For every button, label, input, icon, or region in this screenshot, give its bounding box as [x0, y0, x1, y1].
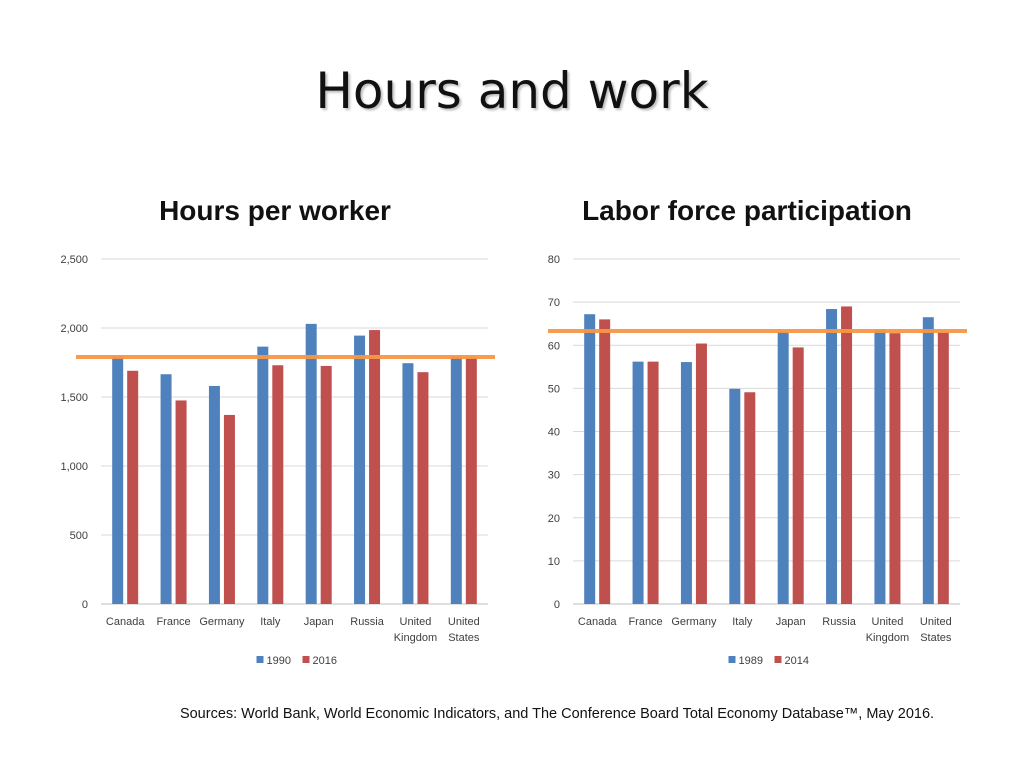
bar-2016 — [417, 372, 429, 604]
x-tick-label: Italy — [260, 616, 281, 628]
y-tick-label: 1,000 — [60, 461, 88, 473]
bar-1989 — [632, 361, 644, 604]
bar-2016 — [223, 414, 235, 604]
bar-2016 — [175, 400, 187, 604]
hours-per-worker-chart: 0 500 1,000 1,500 2,000 2,500 Canada France Germ… — [60, 254, 495, 667]
y-tick-label: 0 — [554, 599, 560, 611]
bar-2014 — [792, 347, 804, 604]
x-tick-label: United — [400, 616, 432, 628]
sources-note: Sources: World Bank, World Economic Indi… — [179, 706, 935, 722]
x-tick-label: Canada — [106, 616, 145, 628]
x-tick-label: Germany — [671, 616, 717, 628]
x-tick-label: Japan — [304, 616, 334, 628]
x-tick-label: United — [872, 616, 904, 628]
x-tick-label: United — [920, 616, 952, 628]
x-tick-label: Japan — [776, 616, 806, 628]
bar-2014 — [647, 361, 659, 604]
bar-1990 — [208, 385, 220, 604]
y-tick-label: 50 — [548, 383, 560, 395]
x-tick-label: France — [156, 616, 190, 628]
bar-1990 — [402, 363, 414, 604]
bar-1989 — [922, 317, 934, 604]
chart-title: Hours per worker — [159, 195, 391, 226]
bar-1990 — [305, 323, 317, 604]
bar-1990 — [112, 356, 124, 604]
bar-2014 — [841, 306, 853, 604]
bar-2016 — [369, 330, 381, 604]
legend-label: 2014 — [785, 655, 809, 667]
bar-2014 — [695, 343, 707, 604]
legend-swatch — [302, 656, 310, 663]
y-tick-label: 20 — [548, 513, 560, 525]
x-tick-label: United — [448, 616, 480, 628]
legend-swatch — [774, 656, 782, 663]
slide-title: Hours and work — [315, 62, 709, 120]
bar-1989 — [729, 388, 741, 604]
x-tick-label: Canada — [578, 616, 617, 628]
chart-title: Labor force participation — [582, 195, 912, 226]
bar-2014 — [889, 333, 901, 604]
hours-per-worker-panel: Hours per worker 0 500 1,000 1,500 2,000 2,50… — [40, 195, 510, 685]
bar-2016 — [320, 365, 332, 604]
y-tick-label: 2,000 — [60, 323, 88, 335]
y-tick-label: 2,500 — [60, 254, 88, 266]
bar-1989 — [874, 329, 886, 604]
bar-1990 — [257, 346, 269, 604]
y-tick-label: 60 — [548, 340, 560, 352]
x-tick-label: Russia — [822, 616, 857, 628]
bar-2014 — [599, 319, 611, 604]
y-tick-label: 30 — [548, 470, 560, 482]
x-tick-label: France — [628, 616, 662, 628]
y-tick-label: 80 — [548, 254, 560, 266]
x-tick-label: States — [448, 632, 480, 644]
bar-1990 — [354, 335, 366, 604]
bar-1989 — [777, 331, 789, 604]
x-tick-label: Russia — [350, 616, 385, 628]
bar-2016 — [127, 370, 139, 604]
bar-1989 — [826, 309, 838, 604]
bar-2016 — [465, 357, 477, 604]
y-tick-label: 0 — [82, 599, 88, 611]
legend-swatch — [728, 656, 736, 663]
labor-force-participation-panel: Labor force participation 0 10 20 30 40 50 60 7… — [512, 195, 982, 685]
bar-1990 — [450, 356, 462, 604]
x-tick-label: Kingdom — [394, 632, 437, 644]
y-tick-label: 1,500 — [60, 392, 88, 404]
bar-2016 — [272, 365, 284, 604]
bar-1989 — [584, 314, 596, 604]
bar-2014 — [937, 332, 949, 604]
x-tick-label: Kingdom — [866, 632, 909, 644]
x-tick-label: Germany — [199, 616, 245, 628]
y-tick-label: 500 — [70, 530, 88, 542]
bar-1990 — [160, 374, 172, 604]
legend-label: 1989 — [739, 655, 763, 667]
y-tick-label: 70 — [548, 297, 560, 309]
y-tick-label: 10 — [548, 556, 560, 568]
bar-1989 — [680, 362, 692, 604]
bar-2014 — [744, 392, 756, 604]
labor-force-participation-chart: 0 10 20 30 40 50 60 70 80 Canada France Germany Ital… — [548, 254, 967, 667]
legend-swatch — [256, 656, 264, 663]
y-tick-label: 40 — [548, 427, 560, 439]
legend-label: 1990 — [267, 655, 291, 667]
x-tick-label: States — [920, 632, 952, 644]
legend-label: 2016 — [313, 655, 337, 667]
x-tick-label: Italy — [732, 616, 753, 628]
